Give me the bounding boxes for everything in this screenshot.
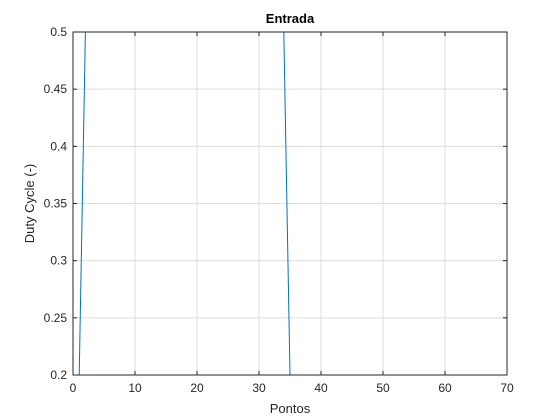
x-tick-label: 50 bbox=[376, 381, 390, 395]
x-tick-label: 40 bbox=[314, 381, 328, 395]
x-axis-label: Pontos bbox=[270, 401, 311, 416]
axis-ticks bbox=[72, 31, 508, 376]
x-tick-label: 30 bbox=[252, 381, 266, 395]
x-tick-label: 70 bbox=[500, 381, 514, 395]
y-tick-label: 0.35 bbox=[44, 197, 68, 211]
y-tick-label: 0.4 bbox=[50, 139, 67, 153]
x-tick-label: 60 bbox=[438, 381, 452, 395]
y-tick-label: 0.5 bbox=[50, 25, 67, 39]
x-tick-label: 0 bbox=[70, 381, 77, 395]
y-tick-label: 0.25 bbox=[44, 311, 68, 325]
x-tick-labels: 0 10 20 30 40 50 60 70 bbox=[70, 381, 514, 395]
y-tick-label: 0.45 bbox=[44, 82, 68, 96]
y-axis-label: Duty Cycle (-) bbox=[22, 164, 37, 243]
grid-lines bbox=[73, 32, 507, 375]
chart-title: Entrada bbox=[266, 11, 315, 26]
x-tick-label: 20 bbox=[190, 381, 204, 395]
y-tick-label: 0.3 bbox=[50, 254, 67, 268]
x-tick-label: 10 bbox=[128, 381, 142, 395]
y-tick-labels: 0.2 0.25 0.3 0.35 0.4 0.45 0.5 bbox=[44, 25, 68, 382]
y-tick-label: 0.2 bbox=[50, 368, 67, 382]
